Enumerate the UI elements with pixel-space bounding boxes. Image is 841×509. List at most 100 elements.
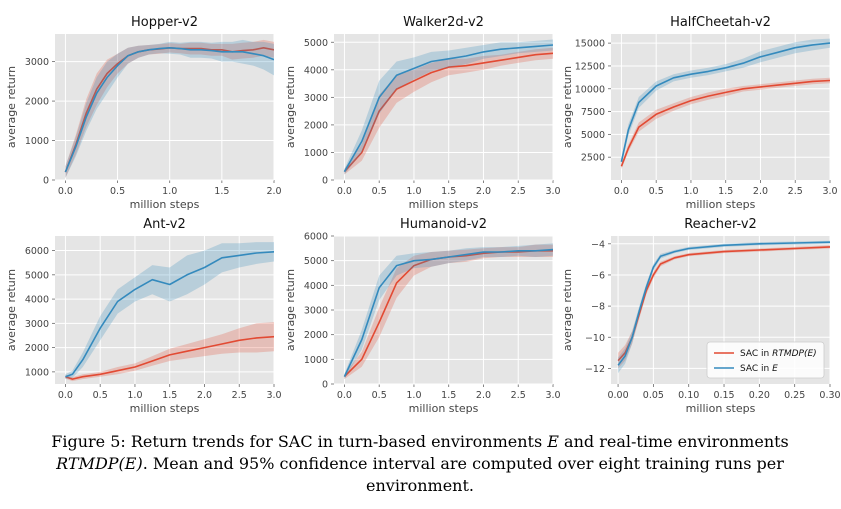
y-axis-label: average return — [284, 269, 297, 351]
x-tick-label: 0.0 — [614, 186, 629, 197]
y-tick-label: 6000 — [304, 232, 328, 243]
y-tick-label: −10 — [585, 333, 605, 344]
x-tick-label: 2.5 — [232, 390, 247, 401]
x-tick-label: 1.0 — [162, 186, 177, 197]
y-axis-label: average return — [284, 66, 297, 148]
panel-humanoid-v2: 0.0 0.5 1.0 1.5 2.0 2.5 3.0 0 1000 2000 3000 4000 50… — [284, 217, 561, 415]
y-tick-label: 1000 — [25, 367, 49, 378]
x-tick-label: 2.0 — [266, 186, 281, 197]
y-tick-label: 3000 — [304, 93, 328, 104]
x-tick-label: 2.5 — [511, 186, 526, 197]
panel-title-halfcheetah-v2: HalfCheetah-v2 — [670, 15, 771, 30]
panel-walker2d-v2: 0.0 0.5 1.0 1.5 2.0 2.5 3.0 0 1000 2000 3000 4000 50… — [284, 15, 561, 211]
caption-part2: and real-time environments — [558, 432, 789, 451]
x-tick-label: 1.5 — [214, 186, 229, 197]
series-line-sac-e — [617, 241, 830, 366]
y-tick-label: 5000 — [304, 38, 328, 49]
caption-math-e: E — [547, 432, 559, 451]
x-tick-label: 1.0 — [406, 390, 421, 401]
series-line-sac-rtmdp — [343, 52, 553, 173]
panel-title-hopper-v2: Hopper-v2 — [131, 15, 198, 30]
y-tick-label: 2500 — [581, 153, 605, 164]
y-tick-label: 15000 — [575, 39, 605, 50]
y-tick-label: 3000 — [25, 319, 49, 330]
x-axis-label: million steps — [686, 198, 756, 211]
y-tick-label: 2000 — [304, 120, 328, 131]
x-tick-label: 0.5 — [649, 186, 664, 197]
x-tick-label: 0.15 — [713, 390, 734, 401]
x-tick-label: 0.20 — [749, 390, 770, 401]
x-tick-label: 3.0 — [545, 390, 560, 401]
y-tick-label: 0 — [322, 380, 328, 391]
x-tick-label: 0.30 — [819, 390, 840, 401]
y-tick-label: 5000 — [25, 270, 49, 281]
x-tick-label: 1.0 — [127, 390, 142, 401]
y-tick-label: 2000 — [25, 343, 49, 354]
y-tick-label: 2000 — [304, 330, 328, 341]
x-tick-label: 1.5 — [718, 186, 733, 197]
series-line-sac-rtmdp — [620, 79, 830, 167]
x-tick-label: 0.00 — [607, 390, 628, 401]
x-axis-label: million steps — [409, 402, 479, 415]
x-tick-label: 0.0 — [58, 390, 73, 401]
x-tick-label: 1.5 — [441, 186, 456, 197]
y-axis-label: average return — [5, 269, 18, 351]
y-tick-label: 2000 — [25, 97, 49, 108]
y-tick-label: 5000 — [581, 130, 605, 141]
y-tick-label: 10000 — [575, 84, 605, 95]
x-tick-label: 1.0 — [683, 186, 698, 197]
y-tick-label: 1000 — [304, 148, 328, 159]
x-axis-label: million steps — [686, 402, 756, 415]
confidence-band-sac-e — [65, 242, 274, 380]
x-tick-label: 0.5 — [372, 390, 387, 401]
x-tick-label: 3.0 — [266, 390, 281, 401]
x-tick-label: 0.5 — [93, 390, 108, 401]
x-tick-label: 0.0 — [337, 390, 352, 401]
legend: SAC in RTMDP(E) SAC in E — [706, 341, 825, 379]
x-axis-label: million steps — [409, 198, 479, 211]
y-tick-label: 4000 — [304, 281, 328, 292]
plot-area-halfcheetah-v2 — [611, 34, 830, 180]
panel-hopper-v2: 0.0 0.5 1.0 1.5 2.0 0 1000 2000 3000 Hopper-v2 mil… — [5, 15, 282, 211]
y-tick-label: 3000 — [25, 57, 49, 68]
series-group-halfcheetah-v2 — [620, 38, 830, 170]
x-tick-label: 0.0 — [337, 186, 352, 197]
panel-title-ant-v2: Ant-v2 — [143, 217, 186, 232]
series-group-humanoid-v2 — [343, 243, 553, 380]
series-line-sac-e — [343, 248, 553, 377]
panel-ant-v2: 0.0 0.5 1.0 1.5 2.0 2.5 3.0 1000 2000 3000 4000 500… — [5, 217, 282, 415]
x-tick-label: 2.0 — [197, 390, 212, 401]
y-tick-label: 12500 — [575, 61, 605, 72]
caption-math-rtmdp: RTMDP(E) — [56, 454, 143, 473]
series-group-walker2d-v2 — [343, 39, 553, 175]
legend-label-rtmdp: SAC in RTMDP(E) — [740, 349, 817, 359]
x-tick-label: 0.10 — [678, 390, 699, 401]
x-tick-label: 3.0 — [822, 186, 837, 197]
series-group-hopper-v2 — [64, 39, 274, 178]
x-tick-label: 0.5 — [110, 186, 125, 197]
confidence-band-sac-e — [344, 39, 553, 175]
y-tick-label: 7500 — [581, 107, 605, 118]
y-tick-label: 1000 — [25, 136, 49, 147]
y-tick-label: −4 — [591, 239, 605, 250]
x-tick-label: 1.0 — [406, 186, 421, 197]
caption-part3: . Mean and 95% confidence interval are c… — [142, 454, 784, 495]
x-tick-label: 1.5 — [441, 390, 456, 401]
series-line-sac-rtmdp — [65, 335, 274, 380]
y-tick-label: 4000 — [304, 65, 328, 76]
figure-caption: Figure 5: Return trends for SAC in turn-… — [40, 431, 800, 497]
panel-title-reacher-v2: Reacher-v2 — [684, 217, 757, 232]
series-line-sac-e — [64, 46, 274, 173]
figure-5-chart-grid: 0.0 0.5 1.0 1.5 2.0 0 1000 2000 3000 Hopper-v2 mil… — [5, 15, 841, 415]
confidence-band-sac-rtmdp — [344, 244, 553, 380]
x-tick-label: 2.0 — [476, 186, 491, 197]
caption-prefix: Figure 5: — [51, 432, 126, 451]
x-tick-label: 0.05 — [643, 390, 664, 401]
panel-reacher-v2: 0.00 0.05 0.10 0.15 0.20 0.25 0.30 −12 −10 −8 −6 −4… — [561, 217, 841, 415]
y-tick-label: 5000 — [304, 256, 328, 267]
confidence-band-sac-rtmdp — [344, 47, 553, 175]
y-tick-label: 1000 — [304, 355, 328, 366]
y-axis-label: average return — [5, 66, 18, 148]
x-tick-label: 2.0 — [476, 390, 491, 401]
y-tick-label: −12 — [585, 364, 605, 375]
